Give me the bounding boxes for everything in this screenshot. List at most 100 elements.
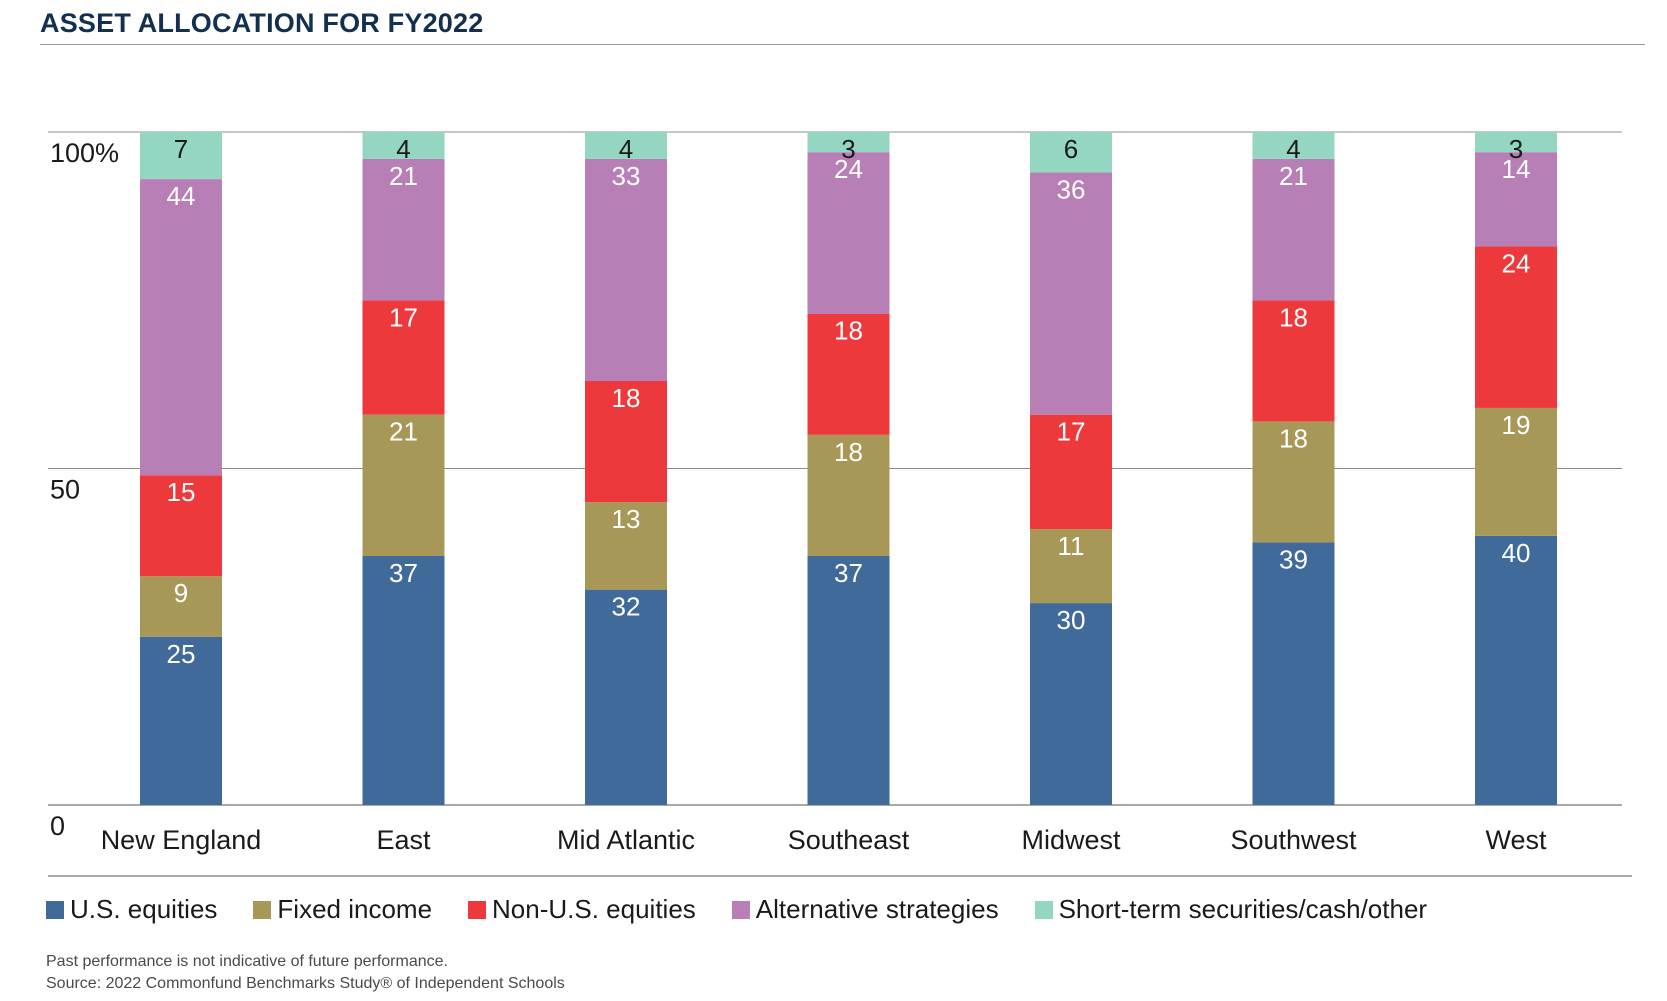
legend-swatch <box>731 900 750 919</box>
y-tick-label: 0 <box>50 811 65 841</box>
y-tick-label: 100% <box>50 138 119 168</box>
x-tick-label: West <box>1485 825 1547 855</box>
data-label: 18 <box>1279 423 1308 453</box>
bar-segment <box>1475 132 1557 153</box>
legend-item: Non-U.S. equities <box>468 894 696 925</box>
bar-segment <box>1475 152 1557 247</box>
data-label: 36 <box>1057 174 1086 204</box>
chart-title: ASSET ALLOCATION FOR FY2022 <box>40 8 484 38</box>
bar-segment <box>1030 414 1112 530</box>
x-tick-label: East <box>376 825 431 855</box>
bar-segment <box>362 158 445 301</box>
bar-segment <box>807 555 890 805</box>
data-label: 24 <box>834 154 863 184</box>
x-tick-label: New England <box>101 825 262 855</box>
legend-label: Alternative strategies <box>755 894 999 924</box>
legend-swatch <box>253 900 272 919</box>
legend-label: Fixed income <box>277 894 433 924</box>
bar-segment <box>585 589 667 805</box>
x-tick-label: Mid Atlantic <box>557 825 695 855</box>
bar-segment <box>1252 132 1335 159</box>
data-label: 21 <box>1279 161 1308 191</box>
x-tick-label: Midwest <box>1021 825 1121 855</box>
bar-segment <box>1030 172 1112 415</box>
bar-segment <box>1030 603 1112 805</box>
data-label: 15 <box>167 477 196 507</box>
bar-segment <box>1030 529 1112 604</box>
bar-segment <box>140 179 222 476</box>
bar-segment <box>585 158 667 382</box>
legend-swatch <box>46 900 64 919</box>
bar-segment <box>585 381 667 503</box>
data-label: 9 <box>174 578 188 608</box>
legend-swatch <box>1034 900 1053 919</box>
bar-segment <box>807 132 890 153</box>
legend-item: U.S. equities <box>46 894 217 925</box>
data-label: 32 <box>612 592 641 622</box>
source-note: Source: 2022 Commonfund Benchmarks Study… <box>46 975 565 992</box>
legend-swatch <box>468 900 487 919</box>
data-label: 33 <box>612 161 641 191</box>
data-label: 37 <box>834 558 863 588</box>
bar-segment <box>362 132 445 159</box>
bar-segment <box>1252 158 1335 301</box>
x-tick-label: Southeast <box>788 825 910 855</box>
data-label: 30 <box>1057 605 1086 635</box>
legend-label: Short-term securities/cash/other <box>1058 894 1428 924</box>
bar-segment <box>585 502 667 590</box>
bar-segment <box>585 132 667 159</box>
bar-segment <box>362 414 445 556</box>
data-label: 17 <box>389 302 418 332</box>
bar-segment <box>807 434 890 556</box>
bar-segment <box>1475 407 1557 536</box>
data-label: 21 <box>389 161 418 191</box>
data-label: 3 <box>841 134 855 164</box>
bar-segment <box>140 636 222 805</box>
bar-segment <box>1475 535 1557 805</box>
y-tick-label: 50 <box>50 475 80 505</box>
data-label: 24 <box>1502 248 1531 278</box>
chart-legend: U.S. equities Fixed income Non-U.S. equiti… <box>46 894 1463 925</box>
title-divider <box>40 44 1645 45</box>
bar-segment <box>1252 421 1335 543</box>
data-label: 14 <box>1502 154 1531 184</box>
data-label: 11 <box>1058 531 1085 561</box>
data-label: 37 <box>389 558 418 588</box>
data-label: 3 <box>1509 134 1523 164</box>
x-tick-label: Southwest <box>1230 825 1357 855</box>
bar-segment <box>807 313 890 435</box>
data-label: 44 <box>167 181 196 211</box>
bar-segment <box>140 475 222 577</box>
data-label: 21 <box>389 417 418 447</box>
legend-item: Fixed income <box>253 894 432 925</box>
data-label: 17 <box>1057 417 1086 447</box>
data-label: 6 <box>1064 134 1078 164</box>
data-label: 18 <box>1279 302 1308 332</box>
disclaimer-note: Past performance is not indicative of fu… <box>46 953 448 970</box>
bar-segment <box>1252 300 1335 422</box>
data-label: 18 <box>834 316 863 346</box>
data-label: 4 <box>619 134 633 164</box>
data-label: 18 <box>612 383 641 413</box>
data-label: 18 <box>834 437 863 467</box>
data-label: 13 <box>612 504 641 534</box>
bar-segment <box>362 555 445 805</box>
data-label: 25 <box>167 639 196 669</box>
bar-segment <box>140 576 222 637</box>
legend-label: Non-U.S. equities <box>492 894 696 924</box>
bar-segment <box>1252 542 1335 805</box>
data-label: 40 <box>1502 538 1531 568</box>
data-label: 4 <box>1286 134 1300 164</box>
data-label: 4 <box>396 134 410 164</box>
bar-segment <box>140 132 222 180</box>
legend-label: U.S. equities <box>70 894 218 924</box>
bar-segment <box>1475 246 1557 408</box>
data-label: 7 <box>174 134 188 164</box>
bar-segment <box>807 152 890 314</box>
bar-segment <box>362 300 445 415</box>
legend-item: Alternative strategies <box>731 894 999 925</box>
bar-segment <box>1030 132 1112 173</box>
legend-item: Short-term securities/cash/other <box>1034 894 1428 925</box>
data-label: 19 <box>1502 410 1531 440</box>
